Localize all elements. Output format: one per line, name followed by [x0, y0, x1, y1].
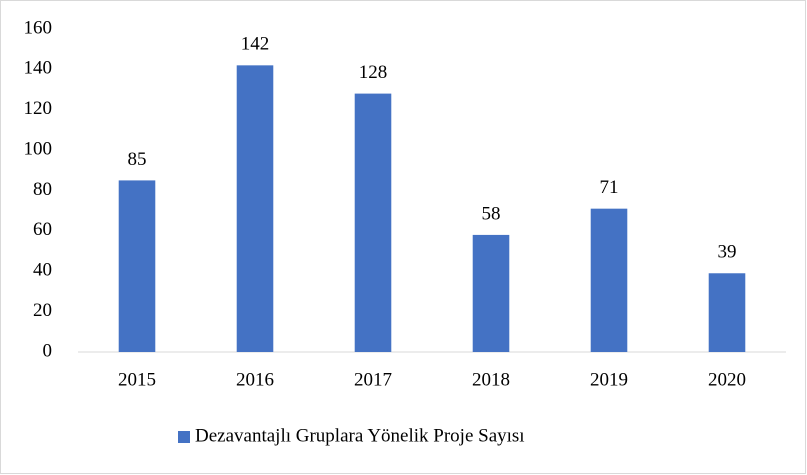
legend-label: Dezavantajlı Gruplara Yönelik Proje Sayı… [195, 425, 525, 446]
x-tick-label: 2018 [472, 369, 510, 390]
data-label: 39 [718, 242, 737, 263]
x-tick-label: 2019 [590, 369, 628, 390]
y-tick-label: 20 [33, 300, 52, 321]
bar [708, 273, 746, 352]
y-tick-label: 140 [24, 58, 53, 79]
x-tick-label: 2015 [118, 369, 156, 390]
y-tick-label: 120 [24, 98, 53, 119]
data-label: 58 [482, 203, 501, 224]
y-tick-label: 0 [43, 340, 53, 361]
x-tick-label: 2017 [354, 369, 392, 390]
data-label: 142 [241, 34, 270, 55]
y-tick-label: 40 [33, 260, 52, 281]
bar [118, 180, 156, 352]
y-tick-label: 100 [24, 138, 53, 159]
data-label: 128 [359, 62, 388, 83]
y-tick-label: 80 [33, 179, 52, 200]
bar [354, 93, 392, 352]
y-tick-label: 160 [24, 17, 53, 38]
bar [590, 208, 628, 352]
data-label: 71 [600, 177, 619, 198]
legend-swatch [178, 431, 190, 443]
bar [472, 234, 510, 352]
bar [236, 65, 274, 353]
data-label: 85 [128, 149, 147, 170]
x-tick-label: 2020 [708, 369, 746, 390]
x-tick-label: 2016 [236, 369, 274, 390]
y-tick-label: 60 [33, 219, 52, 240]
